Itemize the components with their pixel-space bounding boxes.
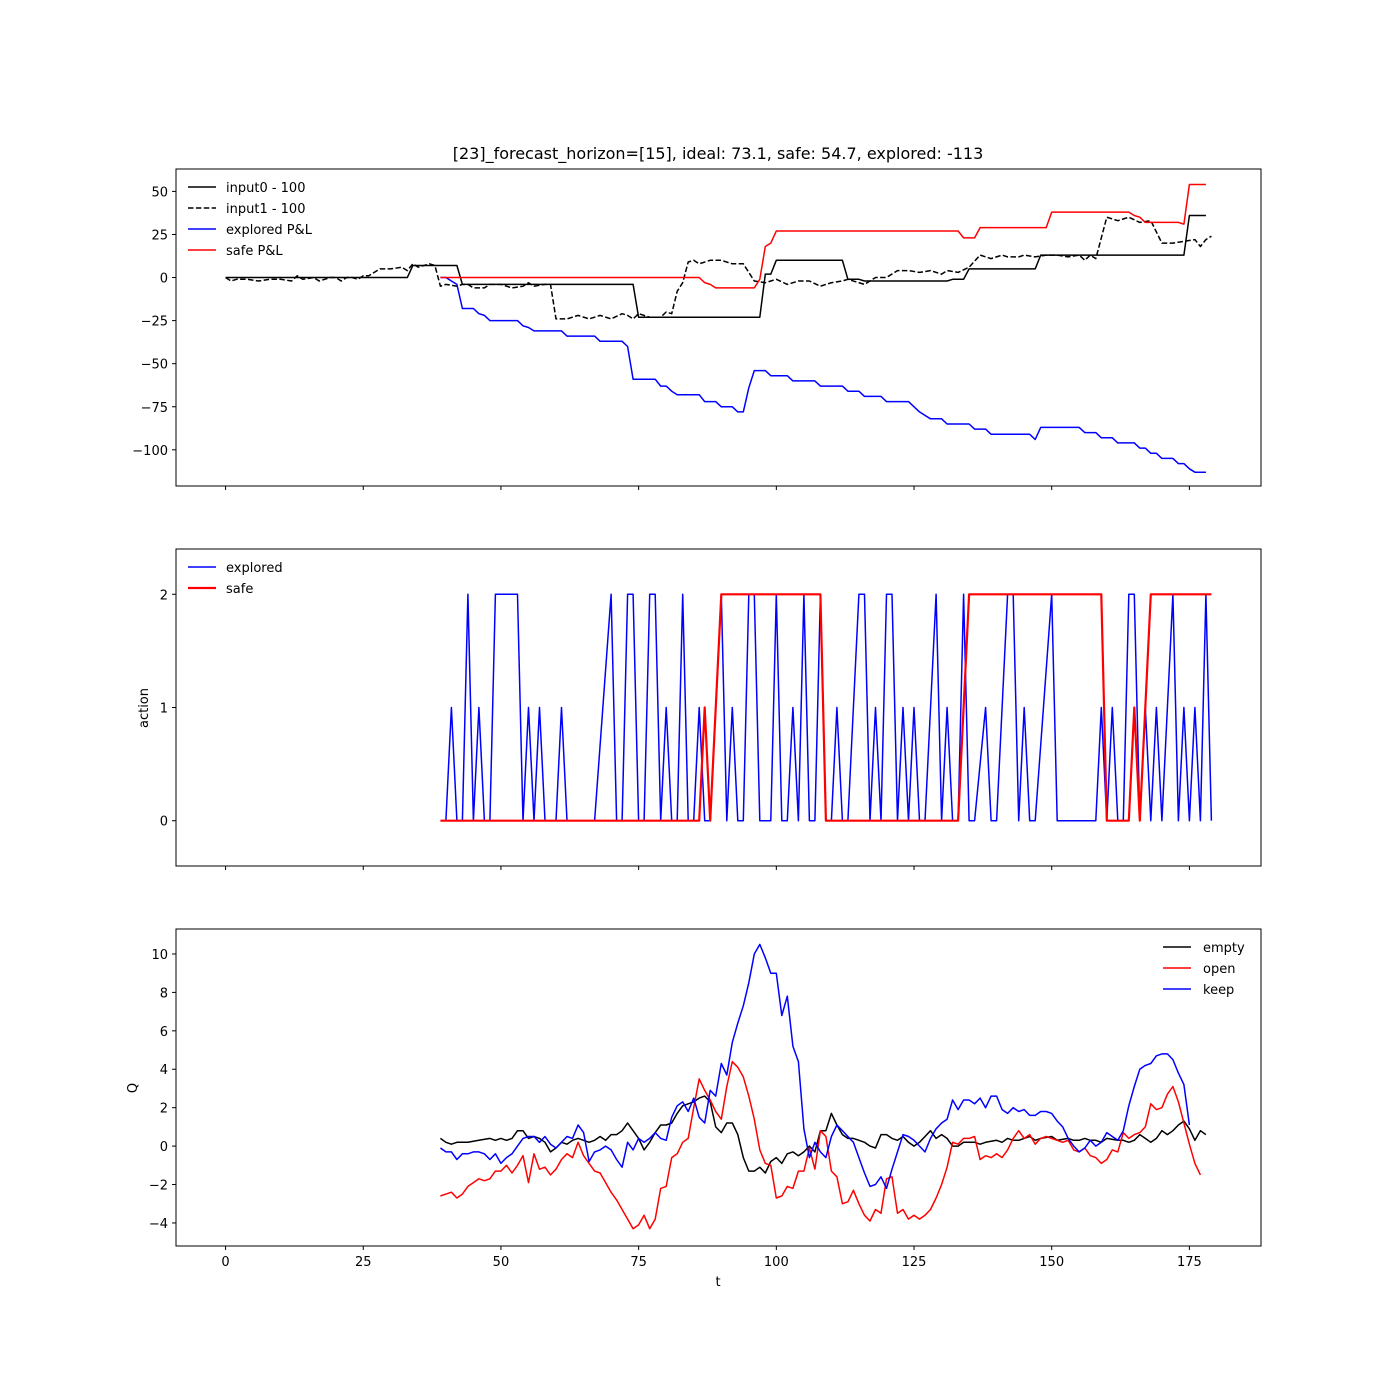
q-xlabel: t xyxy=(715,1275,720,1290)
action-series-1 xyxy=(440,593,1212,822)
q-series-2 xyxy=(439,943,1191,1190)
pnl-axes-frame xyxy=(175,168,1262,487)
action-legend-label: explored xyxy=(226,561,283,576)
pnl-series-3 xyxy=(440,183,1206,289)
pnl-series-2 xyxy=(440,276,1206,473)
action-ytick-label: 1 xyxy=(160,702,168,717)
q-ytick-label: 4 xyxy=(160,1063,168,1078)
q-series-1 xyxy=(440,1060,1202,1230)
q-legend-label: empty xyxy=(1203,941,1245,956)
q-xtick-label: 125 xyxy=(902,1255,927,1270)
pnl-ytick-label: −100 xyxy=(132,444,168,459)
q-legend-label: keep xyxy=(1203,983,1234,998)
pnl-ytick-label: 50 xyxy=(151,185,168,200)
pnl-ticks: 50 25 0 −25 −50 −75 −100 xyxy=(132,185,1190,490)
q-ylabel: Q xyxy=(126,1083,141,1093)
action-legend-label: safe xyxy=(226,582,253,597)
q-xtick-label: 150 xyxy=(1039,1255,1064,1270)
q-legend-label: open xyxy=(1203,962,1235,977)
q-xtick-label: 0 xyxy=(221,1255,229,1270)
pnl-ytick-label: 25 xyxy=(151,228,168,243)
pnl-ytick-label: −25 xyxy=(141,315,168,330)
q-series-layer xyxy=(439,943,1207,1230)
q-ytick-label: −2 xyxy=(149,1179,168,1194)
q-ytick-label: 10 xyxy=(151,948,168,963)
q-ytick-label: 6 xyxy=(160,1025,168,1040)
q-panel: Q t 0 25 50 75 100 125 150 175 10 8 6 4 2 0 −2 −4 empty… xyxy=(126,928,1262,1290)
action-panel: action 2 1 0 explored safe xyxy=(137,548,1262,870)
q-xtick-label: 100 xyxy=(764,1255,789,1270)
pnl-ytick-label: −75 xyxy=(141,401,168,416)
q-xtick-label: 25 xyxy=(355,1255,372,1270)
q-legend: empty open keep xyxy=(1163,941,1245,998)
pnl-legend: input0 - 100 input1 - 100 explored P&L safe… xyxy=(188,181,313,259)
pnl-title: [23]_forecast_horizon=[15], ideal: 73.1,… xyxy=(453,144,984,164)
q-ytick-label: 8 xyxy=(160,986,168,1001)
action-ytick-label: 2 xyxy=(160,588,168,603)
pnl-series-layer xyxy=(225,183,1212,473)
q-xtick-label: 75 xyxy=(630,1255,647,1270)
action-ytick-label: 0 xyxy=(160,815,168,830)
pnl-series-1 xyxy=(225,216,1212,320)
pnl-legend-label: input1 - 100 xyxy=(226,202,305,217)
action-axes-frame xyxy=(175,548,1262,867)
action-legend: explored safe xyxy=(188,561,283,597)
action-series-layer xyxy=(440,593,1213,822)
pnl-legend-label: input0 - 100 xyxy=(226,181,305,196)
action-ylabel: action xyxy=(137,688,152,728)
action-ticks: 2 1 0 xyxy=(160,588,1190,870)
pnl-ytick-label: 0 xyxy=(160,272,168,287)
q-ytick-label: 2 xyxy=(160,1102,168,1117)
q-series-0 xyxy=(439,1095,1207,1174)
q-axes-frame xyxy=(175,928,1262,1247)
pnl-ytick-label: −50 xyxy=(141,358,168,373)
pnl-legend-label: safe P&L xyxy=(226,244,283,259)
q-ytick-label: 0 xyxy=(160,1140,168,1155)
q-ticks: 0 25 50 75 100 125 150 175 10 8 6 4 2 0 −2 −4 xyxy=(149,948,1202,1270)
pnl-panel: [23]_forecast_horizon=[15], ideal: 73.1,… xyxy=(132,144,1262,490)
q-xtick-label: 175 xyxy=(1177,1255,1202,1270)
q-xtick-label: 50 xyxy=(493,1255,510,1270)
q-ytick-label: −4 xyxy=(149,1217,168,1232)
pnl-legend-label: explored P&L xyxy=(226,223,313,238)
pnl-series-0 xyxy=(225,214,1206,318)
